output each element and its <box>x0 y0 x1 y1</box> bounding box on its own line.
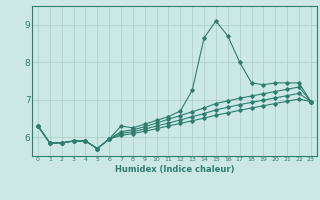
X-axis label: Humidex (Indice chaleur): Humidex (Indice chaleur) <box>115 165 234 174</box>
